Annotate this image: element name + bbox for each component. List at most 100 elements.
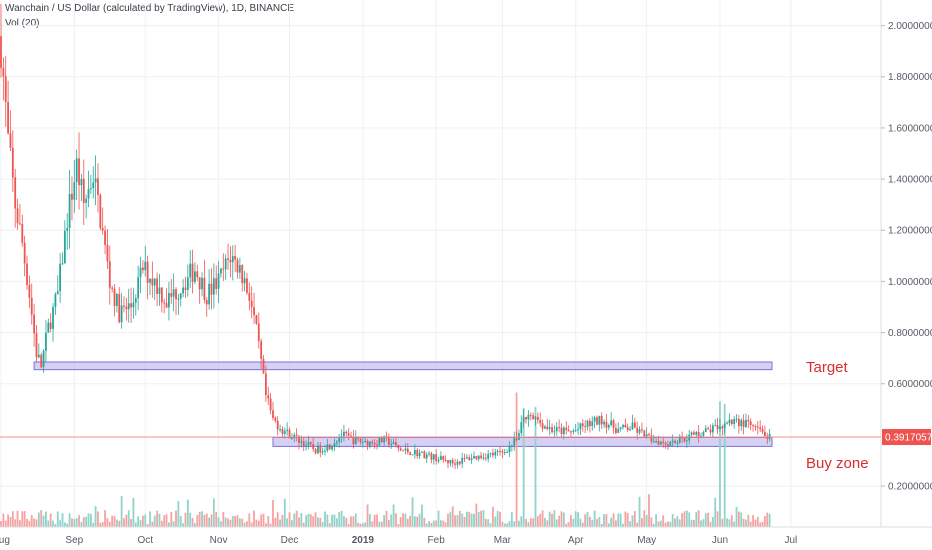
candle-body — [19, 223, 21, 225]
candle-body — [570, 431, 572, 433]
candle-body — [26, 263, 28, 285]
volume-bar — [307, 513, 310, 527]
candle-body — [402, 450, 404, 452]
volume-bar — [421, 504, 423, 527]
volume-bar — [80, 522, 83, 527]
volume-bar — [451, 506, 454, 527]
volume-bar — [662, 515, 665, 527]
volume-bar — [328, 523, 331, 527]
candle-body — [562, 427, 565, 434]
candle-body — [449, 460, 452, 464]
volume-bar — [763, 515, 766, 527]
candle-body — [246, 278, 248, 293]
volume-bar — [63, 522, 66, 527]
candle-body — [115, 294, 118, 306]
candle-body — [421, 451, 423, 453]
candle-body — [210, 283, 213, 295]
candle-body — [99, 195, 102, 228]
volume-bar — [9, 516, 12, 527]
volume-bar — [293, 513, 296, 527]
candle-body — [761, 429, 764, 432]
volume-bar — [288, 512, 291, 527]
time-axis[interactable]: Aug Sep Oct Nov Dec 2019 Feb Mar Apr May Jun Jul — [0, 535, 797, 546]
candle-body — [655, 440, 658, 442]
x-tick-label: Mar — [494, 535, 512, 546]
volume-bar — [130, 518, 132, 527]
candle-body — [652, 441, 655, 443]
volume-bar — [111, 515, 114, 527]
candle-body — [132, 302, 135, 308]
candle-body — [196, 271, 199, 278]
volume-bar — [272, 499, 274, 527]
candle-body — [302, 441, 305, 447]
volume-bar — [309, 514, 312, 527]
candle-body — [272, 410, 274, 418]
candle-body — [87, 189, 90, 199]
zone-target[interactable] — [33, 361, 773, 371]
volume-bar — [437, 510, 440, 527]
candle-body — [425, 454, 428, 459]
volume-bar — [463, 516, 466, 527]
candle-body — [404, 448, 407, 451]
candle-body — [298, 435, 300, 443]
volume-bar — [68, 513, 71, 527]
volume-bar — [205, 513, 208, 527]
candle-body — [338, 437, 341, 442]
candle-body — [359, 438, 362, 443]
candle-body — [153, 278, 156, 286]
candle-body — [409, 452, 412, 455]
candle-body — [577, 429, 579, 431]
volume-bar — [508, 521, 511, 527]
candle-body — [215, 278, 218, 289]
volume-bar — [447, 513, 449, 527]
volume-bar — [402, 513, 404, 527]
candle-body — [253, 307, 255, 316]
candle-body — [184, 287, 187, 290]
volume-bar — [139, 520, 142, 527]
candle-body — [586, 420, 589, 427]
candle-body — [560, 427, 563, 434]
candle-body — [444, 459, 447, 461]
candle-body — [139, 267, 142, 278]
candle-body — [671, 440, 674, 443]
candle-body — [607, 425, 610, 428]
volume-indicator-label[interactable]: Vol (20) — [5, 18, 40, 29]
volume-bar — [23, 511, 26, 527]
volume-bar — [361, 523, 364, 527]
volume-bar — [222, 512, 225, 527]
volume-bar — [385, 510, 388, 527]
candle-body — [664, 442, 667, 445]
volume-bar — [203, 515, 206, 527]
candle-body — [203, 277, 206, 300]
candle-body — [584, 426, 587, 428]
volume-bar — [220, 521, 222, 527]
volume-bar — [735, 506, 738, 527]
candle-body — [697, 432, 700, 437]
candle-body — [274, 417, 277, 421]
volume-bar — [314, 512, 317, 527]
candle-body — [21, 223, 24, 243]
volume-bar — [120, 496, 123, 527]
candle-body — [130, 303, 132, 308]
volume-bar — [579, 518, 582, 527]
volume-bar — [759, 522, 762, 527]
volume-bar — [707, 512, 710, 527]
volume-bar — [615, 520, 617, 527]
x-tick-label: May — [637, 535, 656, 546]
volume-bar — [201, 511, 203, 527]
volume-bar — [75, 518, 78, 527]
candle-body — [676, 442, 679, 444]
candle-body — [101, 227, 104, 231]
x-tick-label: Jun — [712, 535, 728, 546]
candle-body — [544, 426, 546, 429]
zone-buy-zone[interactable] — [272, 436, 773, 447]
candle-body — [726, 423, 728, 425]
price-axis[interactable]: 2.00000000 1.80000000 1.60000000 1.40000000… — [881, 21, 932, 493]
candle-body — [591, 421, 594, 427]
candle-body — [68, 193, 71, 229]
candle-body — [0, 36, 2, 69]
volume-bar — [716, 511, 719, 527]
candle-body — [454, 463, 456, 465]
candle-body — [529, 414, 532, 416]
